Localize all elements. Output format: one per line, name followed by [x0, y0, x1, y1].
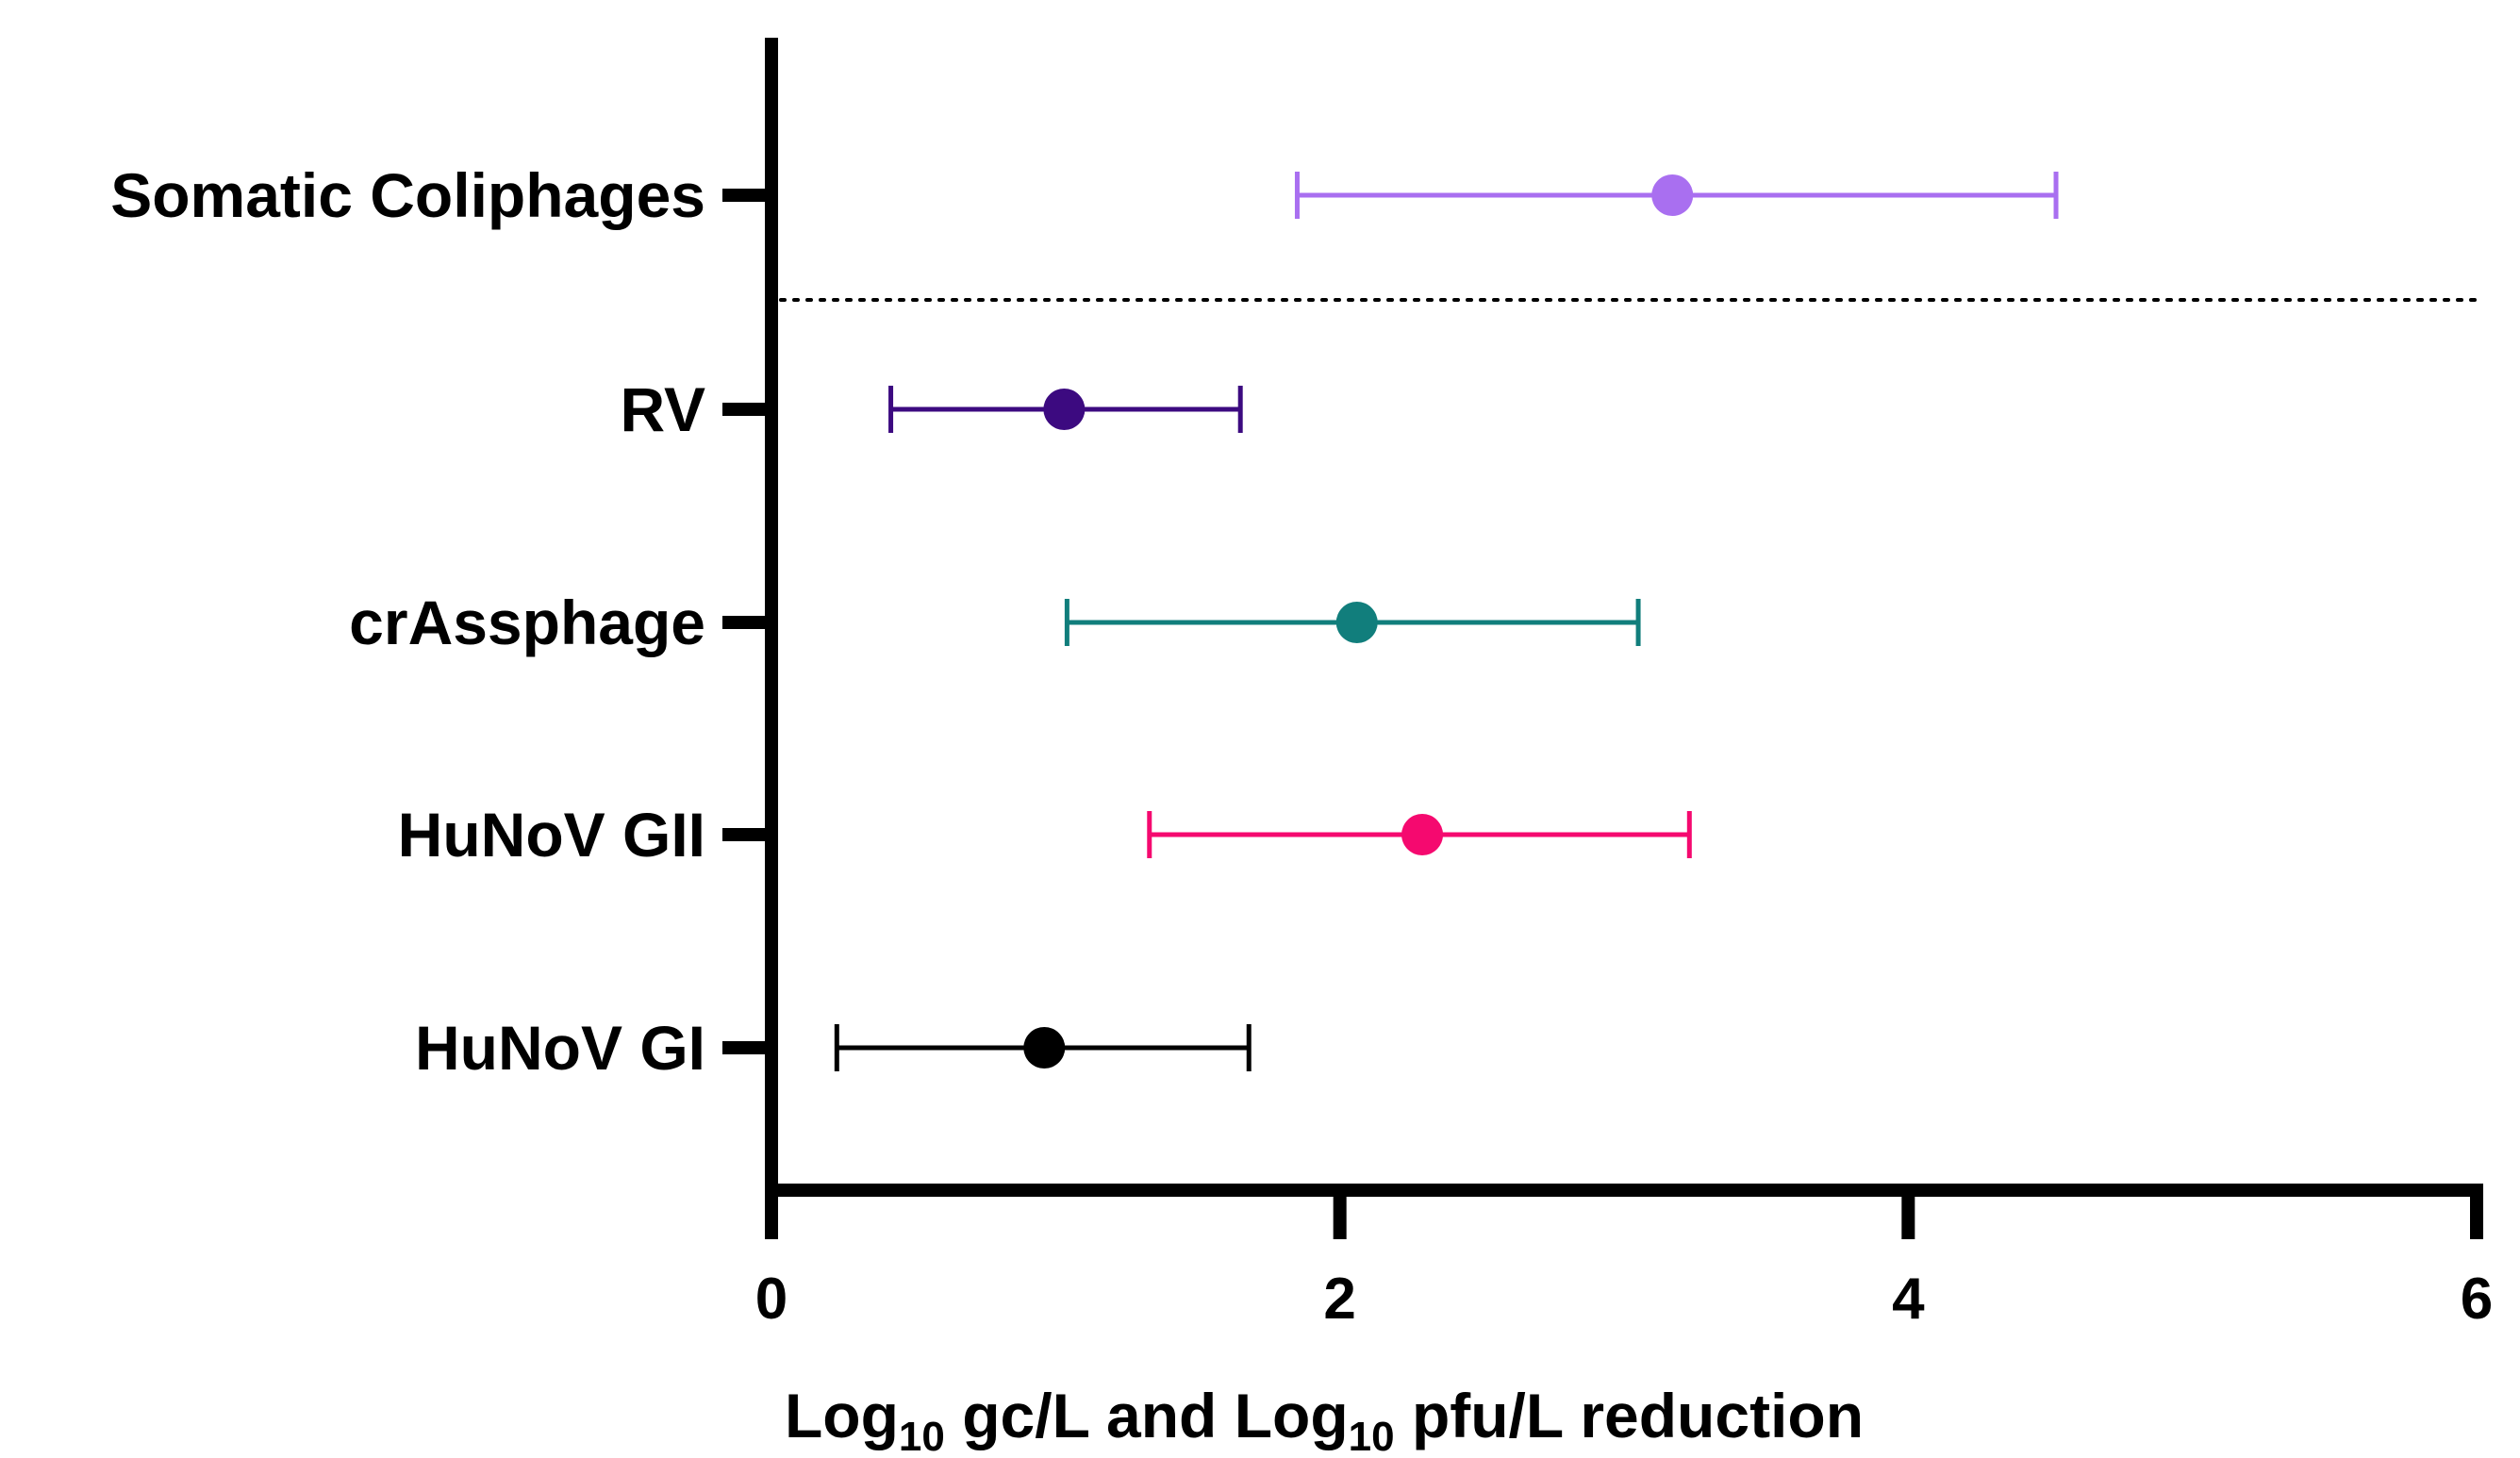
mean-point — [1651, 174, 1694, 216]
category-label: HuNoV GI — [415, 1013, 705, 1083]
axes-layer — [722, 38, 2483, 1239]
category-label: crAssphage — [349, 588, 705, 657]
x-axis-title-subscript: 10 — [1349, 1414, 1395, 1458]
category-label: RV — [621, 374, 706, 444]
category-label: HuNoV GII — [398, 800, 705, 870]
x-tick-label: 4 — [1892, 1267, 1925, 1332]
mean-point — [1335, 602, 1378, 643]
x-axis-title-part: gc/L and Log — [945, 1381, 1349, 1450]
x-axis-title-part: Log — [785, 1381, 899, 1450]
x-tick-label: 6 — [2461, 1267, 2493, 1332]
x-axis-title-subscript: 10 — [899, 1414, 945, 1458]
x-axis-title: Log10 gc/L and Log10 pfu/L reduction — [785, 1381, 1864, 1458]
x-tick-label: 0 — [755, 1267, 788, 1332]
mean-point — [1043, 389, 1086, 430]
mean-point — [1401, 814, 1444, 855]
mean-point — [1023, 1027, 1066, 1069]
x-tick-label: 2 — [1323, 1267, 1355, 1332]
category-label: Somatic Coliphages — [110, 160, 705, 230]
marks-layer — [834, 172, 2059, 1071]
labels-layer: 0 2 4 6 Somatic Coliphages RV crAssphage HuNoV … — [110, 160, 2493, 1332]
x-axis-title-part: pfu/L reduction — [1395, 1381, 1864, 1450]
